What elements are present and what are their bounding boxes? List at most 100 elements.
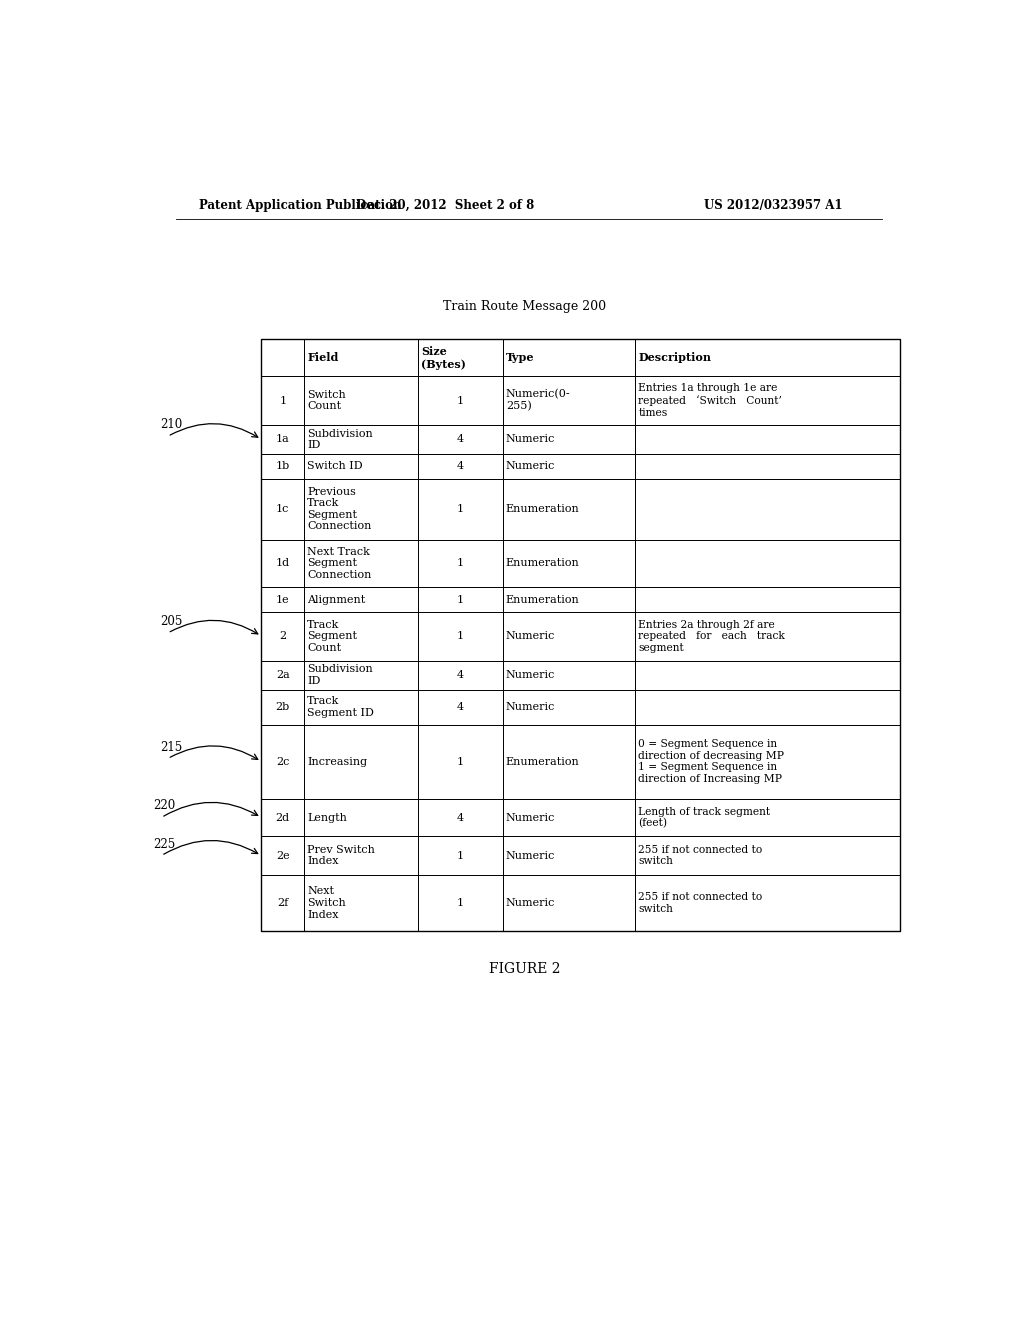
Bar (418, 479, 503, 540)
Bar (304, 425, 418, 454)
Text: 4: 4 (457, 702, 464, 713)
Bar (304, 799, 418, 837)
Bar (304, 339, 418, 376)
Bar (261, 454, 304, 479)
Text: Numeric: Numeric (506, 702, 555, 713)
Bar (304, 587, 418, 611)
Bar (418, 837, 503, 875)
Bar (503, 837, 635, 875)
Text: Numeric: Numeric (506, 434, 555, 445)
Bar (261, 725, 304, 799)
Text: 205: 205 (160, 615, 182, 628)
Text: Field: Field (307, 352, 339, 363)
Bar (635, 799, 900, 837)
Text: Alignment: Alignment (307, 594, 366, 605)
Text: 1: 1 (457, 594, 464, 605)
Text: 1: 1 (280, 396, 287, 405)
Text: Switch ID: Switch ID (307, 462, 362, 471)
Bar (503, 799, 635, 837)
Bar (418, 376, 503, 425)
Bar (635, 540, 900, 587)
Bar (503, 339, 635, 376)
Text: FIGURE 2: FIGURE 2 (489, 962, 560, 977)
Text: 4: 4 (457, 434, 464, 445)
Bar (635, 725, 900, 799)
Bar (635, 690, 900, 725)
Text: US 2012/0323957 A1: US 2012/0323957 A1 (703, 198, 842, 211)
Bar (304, 611, 418, 660)
Text: Next Track
Segment
Connection: Next Track Segment Connection (307, 546, 372, 579)
Bar (304, 725, 418, 799)
Bar (503, 725, 635, 799)
Bar (304, 376, 418, 425)
Text: 1e: 1e (275, 594, 290, 605)
Text: Numeric(0-
255): Numeric(0- 255) (506, 389, 570, 412)
Bar (261, 540, 304, 587)
Bar (635, 587, 900, 611)
Bar (418, 587, 503, 611)
Text: 0 = Segment Sequence in
direction of decreasing MP
1 = Segment Sequence in
direc: 0 = Segment Sequence in direction of dec… (638, 739, 784, 784)
Text: Next
Switch
Index: Next Switch Index (307, 886, 346, 920)
Text: 1: 1 (457, 396, 464, 405)
Text: 2e: 2e (275, 850, 290, 861)
Text: 1: 1 (457, 898, 464, 908)
Text: 1: 1 (457, 756, 464, 767)
Text: Description: Description (638, 352, 712, 363)
Bar (635, 425, 900, 454)
Text: 2c: 2c (276, 756, 290, 767)
Text: Length: Length (307, 813, 347, 822)
Bar (418, 425, 503, 454)
Bar (261, 690, 304, 725)
Bar (503, 660, 635, 690)
Bar (503, 376, 635, 425)
Bar (304, 690, 418, 725)
Text: 1b: 1b (275, 462, 290, 471)
Bar (261, 376, 304, 425)
Bar (635, 875, 900, 931)
Bar (418, 660, 503, 690)
Text: Subdivision
ID: Subdivision ID (307, 429, 373, 450)
Text: 220: 220 (154, 800, 176, 812)
Text: 1: 1 (457, 504, 464, 513)
Bar (503, 875, 635, 931)
Bar (261, 425, 304, 454)
Bar (503, 479, 635, 540)
Text: Train Route Message 200: Train Route Message 200 (443, 300, 606, 313)
Bar (635, 376, 900, 425)
Bar (635, 454, 900, 479)
Bar (261, 799, 304, 837)
Bar (503, 587, 635, 611)
Text: Entries 1a through 1e are
repeated   ‘Switch   Count’
times: Entries 1a through 1e are repeated ‘Swit… (638, 384, 782, 417)
Text: 1a: 1a (275, 434, 290, 445)
Bar (418, 611, 503, 660)
Bar (304, 660, 418, 690)
Text: Numeric: Numeric (506, 671, 555, 680)
Text: Numeric: Numeric (506, 813, 555, 822)
Text: 2: 2 (280, 631, 287, 642)
Bar (261, 837, 304, 875)
Text: 215: 215 (160, 741, 182, 754)
Bar (635, 837, 900, 875)
Text: 1c: 1c (276, 504, 290, 513)
Text: Type: Type (506, 352, 535, 363)
Text: 2d: 2d (275, 813, 290, 822)
Bar (635, 479, 900, 540)
Text: Numeric: Numeric (506, 850, 555, 861)
Text: Patent Application Publication: Patent Application Publication (200, 198, 402, 211)
Bar (304, 479, 418, 540)
Text: 4: 4 (457, 671, 464, 680)
Text: 255 if not connected to
switch: 255 if not connected to switch (638, 892, 763, 913)
Bar (261, 339, 900, 931)
Bar (635, 339, 900, 376)
Text: 2b: 2b (275, 702, 290, 713)
Text: Size
(Bytes): Size (Bytes) (421, 346, 466, 370)
Bar (261, 479, 304, 540)
Bar (261, 587, 304, 611)
Text: Enumeration: Enumeration (506, 504, 580, 513)
Text: Previous
Track
Segment
Connection: Previous Track Segment Connection (307, 487, 372, 532)
Text: Increasing: Increasing (307, 756, 368, 767)
Text: Track
Segment
Count: Track Segment Count (307, 619, 357, 652)
Text: 1: 1 (457, 558, 464, 569)
Text: 1: 1 (457, 850, 464, 861)
Text: Length of track segment
(feet): Length of track segment (feet) (638, 807, 770, 829)
